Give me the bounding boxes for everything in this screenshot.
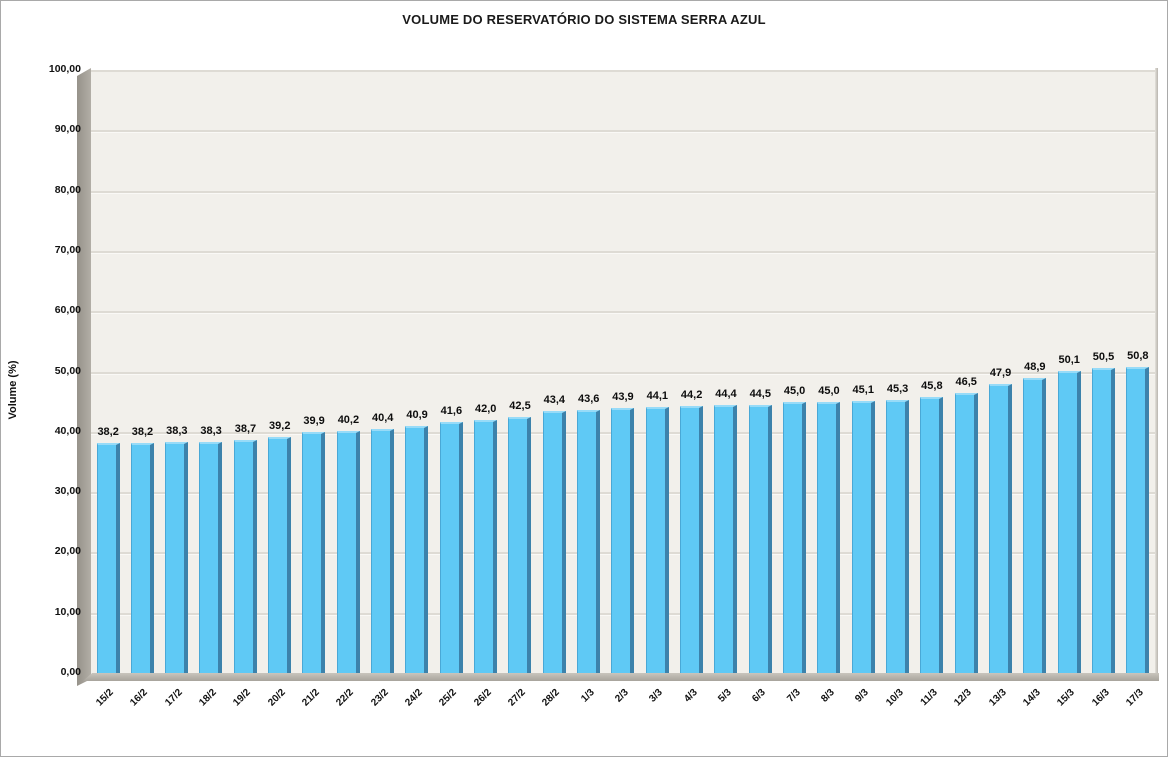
plot-wall-right-edge — [1155, 68, 1158, 673]
gridline — [91, 250, 1155, 253]
bar-value-label: 45,0 — [818, 384, 840, 397]
bar-16/3 — [1091, 368, 1115, 673]
bar-value-label: 45,0 — [783, 384, 806, 397]
bar-23/2 — [371, 429, 395, 673]
bar-20/2 — [268, 436, 292, 673]
y-tick-label: 60,00 — [54, 304, 81, 317]
bar-value-label: 42,5 — [509, 399, 531, 412]
y-tick-label: 80,00 — [54, 183, 81, 196]
bar-17/2 — [165, 442, 189, 673]
bar-value-label: 40,2 — [337, 413, 360, 426]
bar-6/3 — [748, 404, 772, 673]
bar-value-label: 44,5 — [749, 387, 771, 400]
gridline — [91, 311, 1155, 314]
y-tick-label: 30,00 — [54, 485, 81, 498]
bar-value-label: 45,3 — [886, 382, 909, 395]
bar-25/2 — [439, 422, 463, 673]
bar-14/3 — [1023, 378, 1047, 673]
bar-24/2 — [405, 426, 429, 673]
bar-27/2 — [508, 416, 532, 673]
bar-value-label: 42,0 — [474, 402, 497, 415]
y-tick-label: 90,00 — [54, 123, 81, 136]
bar-value-label: 43,9 — [612, 391, 634, 404]
bar-value-label: 38,2 — [97, 425, 119, 438]
bar-19/2 — [233, 439, 257, 673]
y-axis-title: Volume (%) — [7, 360, 19, 420]
bar-value-label: 38,3 — [200, 425, 222, 438]
bar-21/2 — [302, 432, 326, 673]
bar-3/3 — [645, 407, 669, 673]
y-tick-label: 70,00 — [54, 243, 81, 256]
bar-value-label: 40,4 — [372, 412, 394, 425]
bar-11/3 — [920, 396, 944, 673]
y-tick-label: 20,00 — [54, 545, 81, 558]
bar-17/3 — [1126, 366, 1150, 673]
plot-floor-3d — [83, 673, 1159, 681]
bar-13/3 — [988, 384, 1012, 673]
bar-4/3 — [679, 406, 703, 673]
bar-value-label: 46,5 — [955, 375, 977, 388]
bar-value-label: 39,9 — [303, 415, 325, 428]
bar-2/3 — [611, 408, 635, 673]
bar-7/3 — [782, 401, 806, 673]
bar-8/3 — [817, 401, 841, 673]
bar-value-label: 50,8 — [1127, 349, 1149, 362]
bar-value-label: 43,6 — [577, 393, 600, 406]
bar-18/2 — [199, 442, 223, 673]
bar-28/2 — [542, 411, 566, 673]
bar-10/3 — [885, 399, 909, 673]
bar-value-label: 38,7 — [234, 422, 257, 435]
bar-value-label: 39,2 — [269, 419, 291, 432]
bar-value-label: 50,1 — [1058, 353, 1080, 366]
plot-wall-left-3d — [77, 68, 91, 686]
y-tick-label: 40,00 — [54, 424, 81, 437]
y-tick-label: 50,00 — [54, 364, 81, 377]
bar-1/3 — [577, 410, 601, 673]
bar-22/2 — [336, 430, 360, 673]
bar-5/3 — [714, 405, 738, 673]
y-tick-label: 0,00 — [60, 666, 81, 678]
gridline — [91, 371, 1155, 374]
bar-value-label: 43,4 — [543, 394, 566, 407]
bar-value-label: 48,9 — [1024, 361, 1046, 374]
bar-value-label: 38,3 — [166, 425, 188, 438]
bar-value-label: 47,9 — [989, 367, 1012, 380]
gridline — [91, 190, 1155, 193]
bar-12/3 — [954, 392, 978, 673]
bar-9/3 — [851, 401, 875, 673]
gridline — [91, 130, 1155, 133]
bar-value-label: 40,9 — [406, 409, 428, 422]
bar-value-label: 44,4 — [715, 388, 737, 401]
bar-value-label: 44,1 — [646, 390, 669, 403]
bar-value-label: 50,5 — [1092, 351, 1115, 364]
bar-value-label: 45,8 — [921, 379, 943, 392]
bar-15/2 — [96, 442, 120, 673]
bar-value-label: 38,2 — [131, 425, 154, 438]
bar-16/2 — [130, 442, 154, 673]
y-tick-label: 10,00 — [54, 605, 81, 618]
bar-value-label: 44,2 — [680, 389, 703, 402]
bar-26/2 — [474, 419, 498, 673]
bar-value-label: 45,1 — [852, 384, 874, 397]
bar-15/3 — [1057, 370, 1081, 673]
y-tick-label: 100,00 — [48, 63, 81, 75]
bar-value-label: 41,6 — [440, 405, 463, 418]
chart-title: VOLUME DO RESERVATÓRIO DO SISTEMA SERRA … — [402, 12, 766, 27]
